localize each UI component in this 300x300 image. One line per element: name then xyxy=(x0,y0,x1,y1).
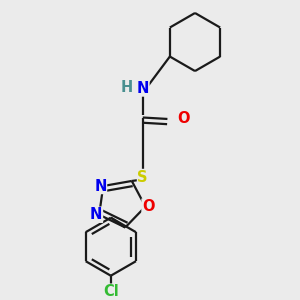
Text: H: H xyxy=(121,80,133,94)
Text: O: O xyxy=(142,199,154,214)
Text: N: N xyxy=(136,81,149,96)
Text: N: N xyxy=(94,178,106,194)
Text: S: S xyxy=(137,169,148,184)
Text: O: O xyxy=(177,112,190,127)
Text: N: N xyxy=(90,207,103,222)
Text: Cl: Cl xyxy=(103,284,119,299)
